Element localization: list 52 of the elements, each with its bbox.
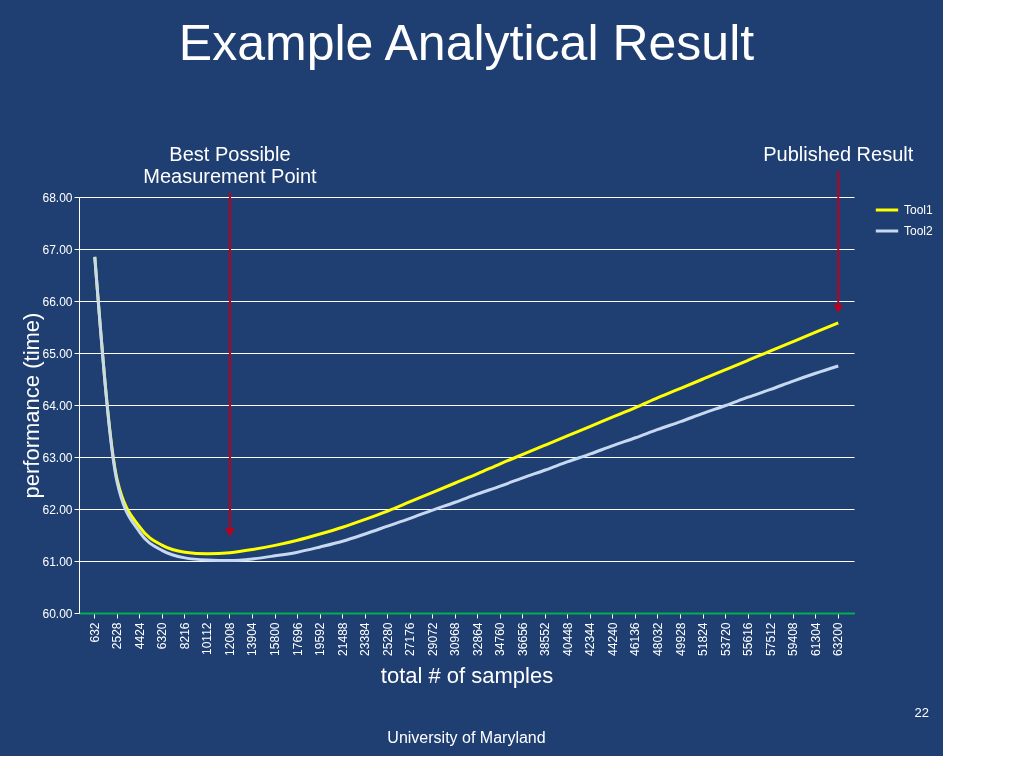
x-tick-label: 46136 (628, 622, 643, 656)
annotation: Best Possible Measurement Point (143, 143, 318, 187)
y-tick-label: 62.00 (42, 502, 73, 517)
y-tick-label: 65.00 (42, 346, 73, 361)
x-tick-label: 51824 (696, 622, 711, 656)
chart-title: Example Analytical Result (178, 15, 755, 71)
x-tick-label: 48032 (651, 622, 665, 656)
legend-label: Tool2 (904, 224, 934, 238)
legend-label: Tool1 (904, 203, 934, 217)
y-tick-label: 64.00 (42, 398, 73, 413)
x-tick-label: 42344 (583, 622, 598, 656)
x-tick-label: 53720 (718, 622, 733, 656)
x-tick-label: 21488 (335, 622, 350, 656)
x-tick-label: 17696 (290, 622, 305, 656)
x-tick-label: 13904 (245, 622, 260, 656)
x-tick-label: 23384 (358, 622, 373, 656)
x-tick-label: 55616 (741, 622, 756, 656)
x-tick-label: 40448 (560, 622, 575, 656)
y-tick-label: 66.00 (42, 294, 73, 309)
x-tick-label: 12008 (222, 622, 237, 656)
x-tick-label: 6320 (155, 622, 170, 650)
x-tick-label: 632 (87, 622, 102, 643)
y-tick-label: 63.00 (42, 450, 73, 465)
x-tick-label: 15800 (268, 622, 282, 656)
x-tick-label: 30968 (448, 622, 463, 656)
x-tick-label: 44240 (605, 622, 620, 656)
x-tick-label: 29072 (425, 622, 440, 656)
x-tick-label: 61304 (808, 622, 823, 656)
text: 22 (914, 705, 929, 720)
x-tick-label: 10112 (200, 622, 215, 655)
x-tick-label: 19592 (313, 622, 328, 656)
x-tick-label: 25280 (380, 622, 395, 656)
text: University of Maryland (387, 729, 546, 746)
x-tick-label: 34760 (493, 622, 508, 656)
x-tick-label: 27176 (403, 622, 418, 656)
x-tick-label: 49928 (673, 622, 688, 656)
annotation: Published Result (763, 143, 914, 165)
y-tick-label: 60.00 (42, 606, 73, 621)
x-tick-label: 36656 (515, 622, 530, 656)
x-tick-label: 32864 (470, 622, 485, 656)
x-tick-label: 4424 (132, 622, 147, 650)
y-tick-label: 61.00 (42, 554, 73, 569)
x-axis-title: total # of samples (380, 662, 554, 688)
x-tick-label: 8216 (177, 622, 192, 650)
x-tick-label: 63200 (831, 622, 846, 656)
x-tick-label: 2528 (110, 622, 125, 650)
x-tick-label: 59408 (786, 622, 801, 656)
y-tick-label: 67.00 (42, 242, 73, 257)
y-tick-label: 68.00 (42, 190, 73, 205)
y-axis-title: performance (time) (19, 312, 45, 499)
x-tick-label: 38552 (538, 622, 553, 656)
x-tick-label: 57512 (763, 622, 778, 656)
